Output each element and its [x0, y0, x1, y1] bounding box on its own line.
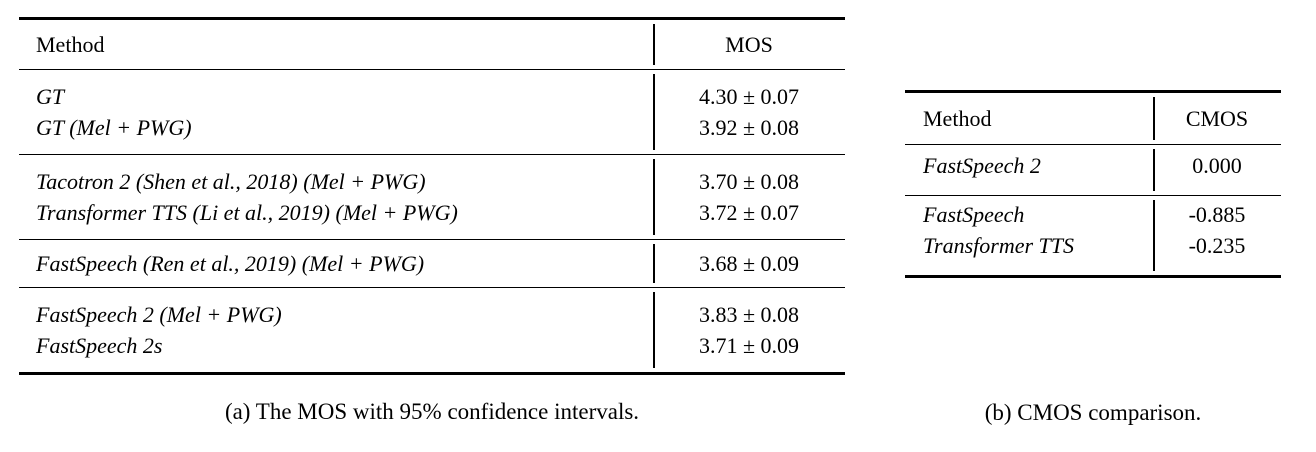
method-column-header-cell: Method — [19, 20, 653, 69]
mos-value-cell: 3.83 ± 0.08 — [698, 302, 800, 327]
method-cells: FastSpeech 2 — [905, 145, 1153, 195]
cmos-column-header-cell: CMOS — [1153, 93, 1281, 144]
cmos-value-cell: -0.235 — [1188, 233, 1246, 258]
cmos-column-header: CMOS — [1185, 106, 1249, 131]
mos-table-group-baselines: Tacotron 2 (Shen et al., 2018) (Mel + PW… — [19, 155, 845, 240]
method-cell: FastSpeech 2s — [36, 333, 163, 358]
method-cells: FastSpeech Transformer TTS — [905, 196, 1153, 275]
cmos-table-header-row: Method CMOS — [905, 93, 1281, 145]
method-cell: Transformer TTS (Li et al., 2019) (Mel +… — [36, 200, 458, 225]
method-cell: FastSpeech 2 (Mel + PWG) — [36, 302, 282, 327]
method-cell: FastSpeech — [923, 202, 1025, 227]
method-column-header: Method — [923, 106, 992, 131]
mos-value-cell: 3.72 ± 0.07 — [698, 200, 800, 225]
value-cells: -0.885 -0.235 — [1153, 196, 1281, 275]
table-a-caption: (a) The MOS with 95% confidence interval… — [224, 399, 640, 424]
mos-value-cell: 3.70 ± 0.08 — [698, 169, 800, 194]
mos-value-cell: 3.68 ± 0.09 — [698, 251, 800, 276]
cmos-value-cell: 0.000 — [1192, 153, 1242, 178]
mos-value-cell: 4.30 ± 0.07 — [698, 84, 800, 109]
mos-column-header: MOS — [725, 32, 773, 57]
method-cell: Tacotron 2 (Shen et al., 2018) (Mel + PW… — [36, 169, 426, 194]
value-cells: 3.68 ± 0.09 — [653, 240, 845, 287]
method-column-header: Method — [36, 32, 105, 57]
mos-table-group-gt: GT GT (Mel + PWG) 4.30 ± 0.07 3.92 ± 0.0… — [19, 70, 845, 155]
method-cell: FastSpeech 2 — [923, 153, 1041, 178]
method-cell: Transformer TTS — [923, 233, 1075, 258]
value-cells: 3.83 ± 0.08 3.71 ± 0.09 — [653, 288, 845, 372]
method-cells: FastSpeech 2 (Mel + PWG) FastSpeech 2s — [19, 288, 653, 372]
cmos-table: Method CMOS FastSpeech 2 0.000 FastSpeec… — [905, 90, 1281, 278]
cmos-value-cell: -0.885 — [1188, 202, 1246, 227]
cmos-table-group-baselines: FastSpeech Transformer TTS -0.885 -0.235 — [905, 196, 1281, 275]
mos-table: Method MOS GT GT (Mel + PWG) 4.30 ± 0.07… — [19, 17, 845, 375]
mos-value-cell: 3.71 ± 0.09 — [698, 333, 800, 358]
mos-table-header-row: Method MOS — [19, 20, 845, 70]
mos-value-cell: 3.92 ± 0.08 — [698, 115, 800, 140]
method-column-header-cell: Method — [905, 93, 1153, 144]
mos-table-group-fastspeech: FastSpeech (Ren et al., 2019) (Mel + PWG… — [19, 240, 845, 288]
value-cells: 0.000 — [1153, 145, 1281, 195]
value-cells: 3.70 ± 0.08 3.72 ± 0.07 — [653, 155, 845, 239]
method-cell: GT — [36, 84, 65, 109]
method-cell: FastSpeech (Ren et al., 2019) (Mel + PWG… — [36, 251, 425, 276]
method-cells: FastSpeech (Ren et al., 2019) (Mel + PWG… — [19, 240, 653, 287]
method-cells: GT GT (Mel + PWG) — [19, 70, 653, 154]
method-cell: GT (Mel + PWG) — [36, 115, 192, 140]
method-cells: Tacotron 2 (Shen et al., 2018) (Mel + PW… — [19, 155, 653, 239]
value-cells: 4.30 ± 0.07 3.92 ± 0.08 — [653, 70, 845, 154]
table-b-caption: (b) CMOS comparison. — [984, 400, 1202, 425]
cmos-table-group-reference: FastSpeech 2 0.000 — [905, 145, 1281, 196]
mos-table-group-fastspeech2: FastSpeech 2 (Mel + PWG) FastSpeech 2s 3… — [19, 288, 845, 372]
mos-column-header-cell: MOS — [653, 20, 845, 69]
